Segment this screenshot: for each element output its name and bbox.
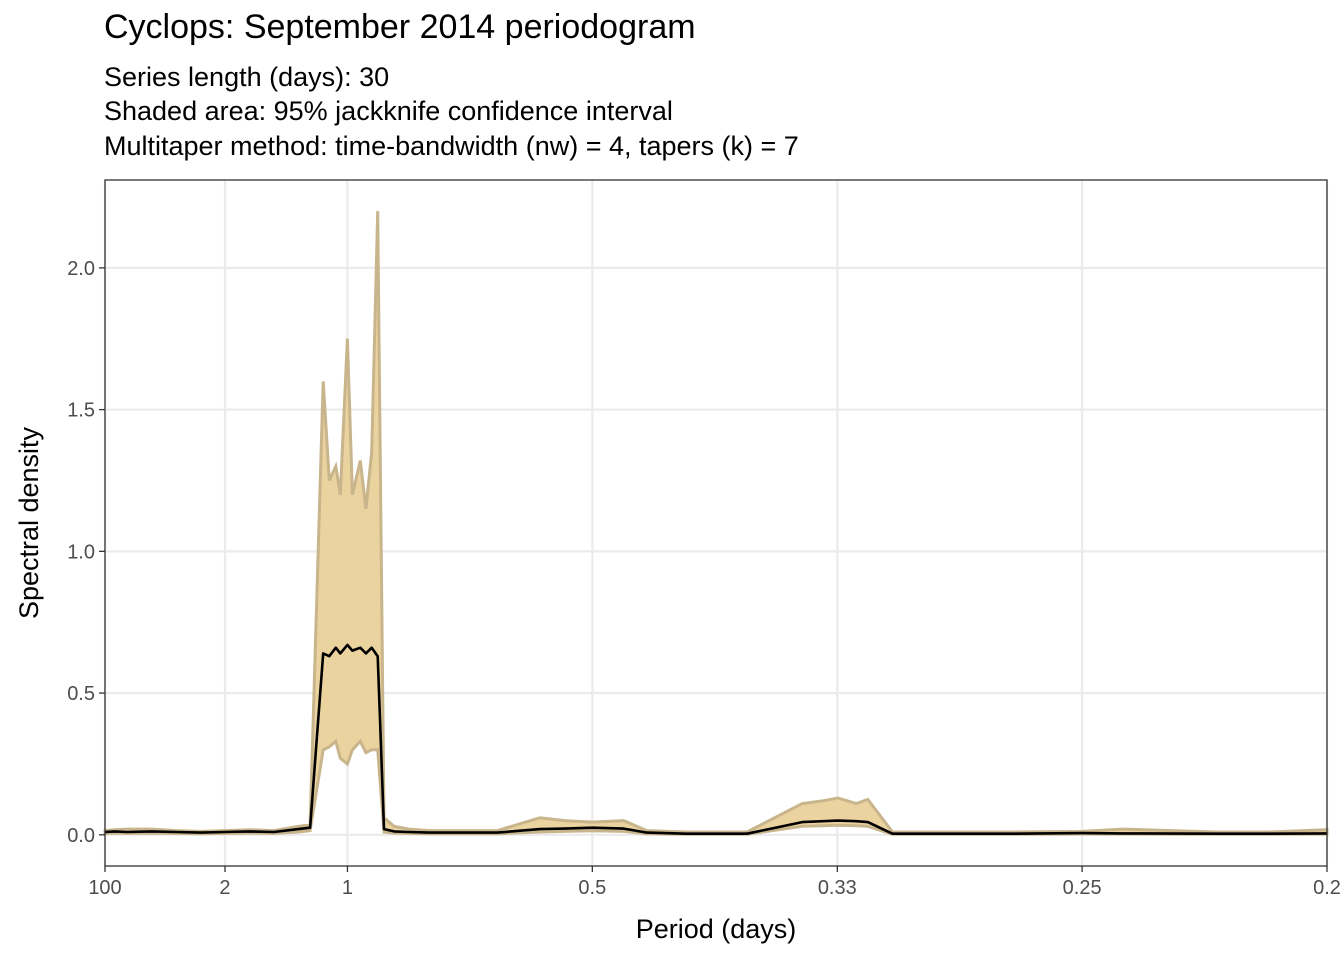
x-tick-label: 0.2 [1313, 877, 1341, 899]
y-tick-label: 2.0 [67, 258, 95, 280]
chart-subtitle-multitaper: Multitaper method: time-bandwidth (nw) =… [104, 131, 799, 161]
x-tick-label: 0.25 [1063, 877, 1102, 899]
y-tick-label: 0.0 [67, 825, 95, 847]
plot-panel-border [104, 179, 1328, 867]
x-tick-label: 0.5 [578, 877, 606, 899]
chart-title: Cyclops: September 2014 periodogram [104, 8, 696, 46]
y-axis-ticks: 0.0 0.5 1.0 1.5 2.0 [67, 258, 105, 847]
x-axis-ticks: 100 2 1 0.5 0.33 0.25 0.2 [88, 866, 1341, 899]
chart-subtitle-series-length: Series length (days): 30 [104, 62, 390, 92]
x-tick-label: 2 [219, 877, 230, 899]
spectral-density-line [104, 643, 1328, 835]
y-tick-label: 0.5 [67, 683, 95, 705]
plot-panel-background [105, 180, 1327, 866]
y-tick-label: 1.0 [67, 541, 95, 563]
chart-subtitle-shaded-area: Shaded area: 95% jackknife confidence in… [104, 96, 673, 126]
y-axis-title: Spectral density [14, 426, 44, 619]
y-tick-label: 1.5 [67, 400, 95, 422]
x-axis-title: Period (days) [636, 914, 797, 944]
x-tick-label: 100 [88, 877, 121, 899]
x-tick-label: 0.33 [818, 877, 857, 899]
x-tick-label: 1 [342, 877, 353, 899]
grid-major-y [105, 266, 1327, 836]
